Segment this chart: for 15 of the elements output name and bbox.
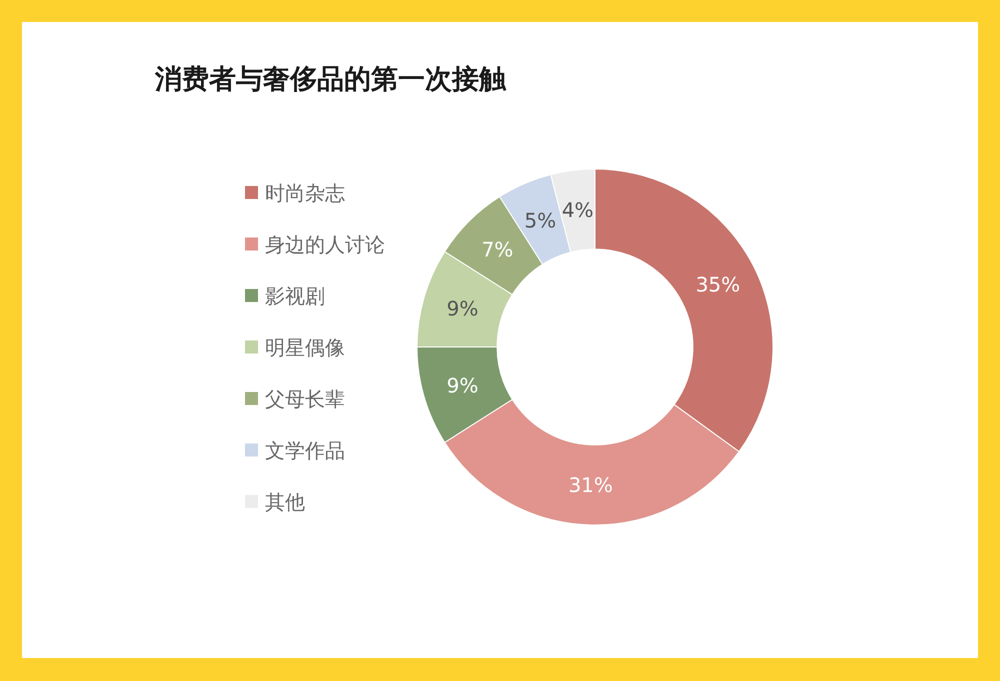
legend-label: 明星偶像 — [265, 336, 345, 360]
data-label: 31% — [568, 472, 613, 497]
data-label: 35% — [696, 272, 740, 296]
chart-title: 消费者与奢侈品的第一次接触 — [154, 64, 507, 95]
data-label: 9% — [446, 296, 478, 321]
legend-label: 其他 — [265, 490, 305, 514]
data-label: 5% — [524, 208, 556, 232]
data-label: 4% — [562, 198, 594, 222]
legend-label: 文学作品 — [265, 438, 345, 462]
legend-label: 身边的人讨论 — [265, 232, 385, 256]
legend-label: 父母长辈 — [265, 387, 345, 411]
legend-label: 时尚杂志 — [265, 181, 345, 205]
data-label: 9% — [446, 373, 478, 398]
legend-label: 影视剧 — [265, 284, 325, 308]
data-label: 7% — [482, 237, 514, 262]
